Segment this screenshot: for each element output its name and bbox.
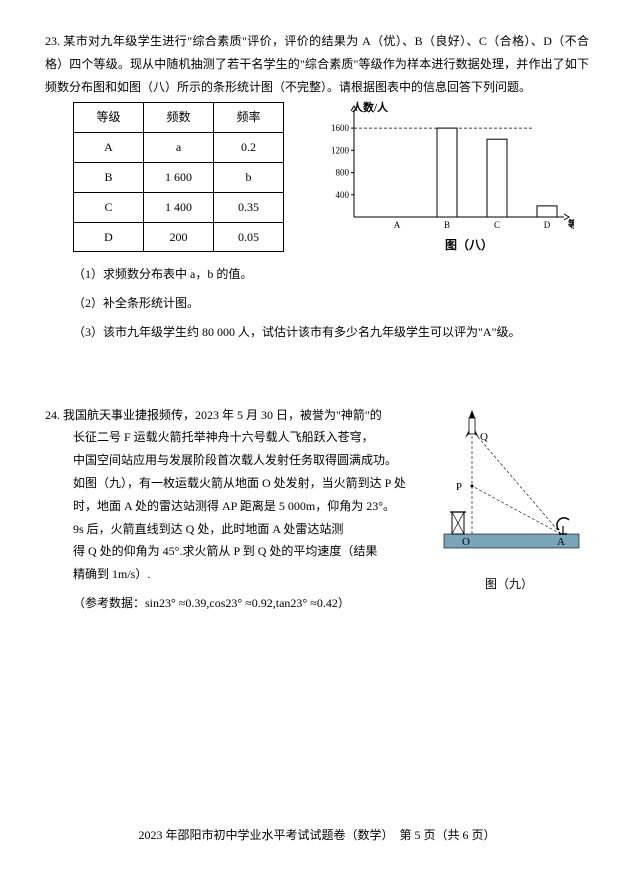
cell: A (74, 133, 144, 163)
th-rate: 频率 (214, 103, 284, 133)
svg-text:1200: 1200 (331, 146, 350, 156)
cell: B (74, 162, 144, 192)
svg-text:1600: 1600 (331, 124, 350, 134)
svg-text:P: P (456, 481, 462, 493)
cell: C (74, 192, 144, 222)
table-row: A a 0.2 (74, 133, 284, 163)
q24-line: 时，地面 A 处的雷达站测得 AP 距离是 5 000m，仰角为 23°。 (45, 495, 395, 518)
q24-figure: OAPQ 图（九） (429, 404, 589, 597)
cell: 0.35 (214, 192, 284, 222)
q23-sub2: （2）补全条形统计图。 (45, 292, 589, 315)
q23-table: 等级 频数 频率 A a 0.2 B 1 600 b C 1 400 0.35 … (73, 102, 284, 252)
th-freq: 频数 (144, 103, 214, 133)
q23-chart: 人数/人 40080012001600ABCD等级 图（八） (324, 102, 574, 257)
svg-text:O: O (462, 536, 470, 548)
q24-ref: （参考数据：sin23° ≈0.39,cos23° ≈0.92,tan23° ≈… (45, 592, 350, 615)
svg-text:C: C (494, 220, 500, 230)
cell: b (214, 162, 284, 192)
q23-sub1: （1）求频数分布表中 a，b 的值。 (45, 263, 589, 286)
problem-23: 23. 某市对九年级学生进行"综合素质"评价，评价的结果为 A（优）、B（良好）… (45, 30, 589, 344)
q24-line: 9s 后，火箭直线到达 Q 处，此时地面 A 处雷达站测 (45, 518, 343, 541)
bar-chart-svg: 400 800 1200 1600 A B C D 等级 (324, 102, 574, 232)
chart-ylabel: 人数/人 (352, 98, 388, 119)
q24-line: 我国航天事业捷报频传，2023 年 5 月 30 日，被誉为"神箭"的 (63, 408, 382, 422)
th-grade: 等级 (74, 103, 144, 133)
svg-text:D: D (544, 220, 551, 230)
table-row: B 1 600 b (74, 162, 284, 192)
q23-table-chart-row: 等级 频数 频率 A a 0.2 B 1 600 b C 1 400 0.35 … (45, 102, 589, 257)
problem-24: 24. 我国航天事业捷报频传，2023 年 5 月 30 日，被誉为"神箭"的 … (45, 404, 589, 615)
svg-text:800: 800 (336, 168, 350, 178)
svg-text:等级: 等级 (568, 218, 574, 231)
q24-line: 如图（九），有一枚运载火箭从地面 O 处发射，当火箭到达 P 处 (45, 472, 406, 495)
q23-sub3: （3）该市九年级学生约 80 000 人，试估计该市有多少名九年级学生可以评为"… (45, 321, 589, 344)
page-footer: 2023 年邵阳市初中学业水平考试试题卷（数学） 第 5 页（共 6 页） (0, 824, 634, 847)
chart-caption: 图（八） (324, 234, 574, 257)
table-row: D 200 0.05 (74, 222, 284, 252)
q24-line: 中国空间站应用与发展阶段首次载人发射任务取得圆满成功。 (45, 449, 397, 472)
cell: 200 (144, 222, 214, 252)
svg-text:B: B (444, 220, 450, 230)
svg-text:A: A (557, 536, 565, 548)
cell: a (144, 133, 214, 163)
cell: 0.05 (214, 222, 284, 252)
svg-text:A: A (394, 220, 401, 230)
svg-text:400: 400 (336, 190, 350, 200)
q23-intro: 23. 某市对九年级学生进行"综合素质"评价，评价的结果为 A（优）、B（良好）… (45, 30, 589, 98)
q23-number: 23. (45, 34, 60, 48)
rocket-figure-svg: OAPQ (429, 404, 589, 564)
table-header-row: 等级 频数 频率 (74, 103, 284, 133)
q24-text: 24. 我国航天事业捷报频传，2023 年 5 月 30 日，被誉为"神箭"的 … (45, 404, 419, 615)
q24-number: 24. (45, 408, 60, 422)
cell: D (74, 222, 144, 252)
cell: 1 600 (144, 162, 214, 192)
cell: 1 400 (144, 192, 214, 222)
q24-line: 长征二号 F 运载火箭托举神舟十六号载人飞船跃入苍穹， (45, 426, 374, 449)
q24-line: 精确到 1m/s）. (45, 563, 150, 586)
q24-line: 得 Q 处的仰角为 45°.求火箭从 P 到 Q 处的平均速度（结果 (45, 540, 377, 563)
q23-intro-text: 某市对九年级学生进行"综合素质"评价，评价的结果为 A（优）、B（良好）、C（合… (45, 34, 589, 94)
cell: 0.2 (214, 133, 284, 163)
table-row: C 1 400 0.35 (74, 192, 284, 222)
fig9-caption: 图（九） (429, 573, 589, 596)
